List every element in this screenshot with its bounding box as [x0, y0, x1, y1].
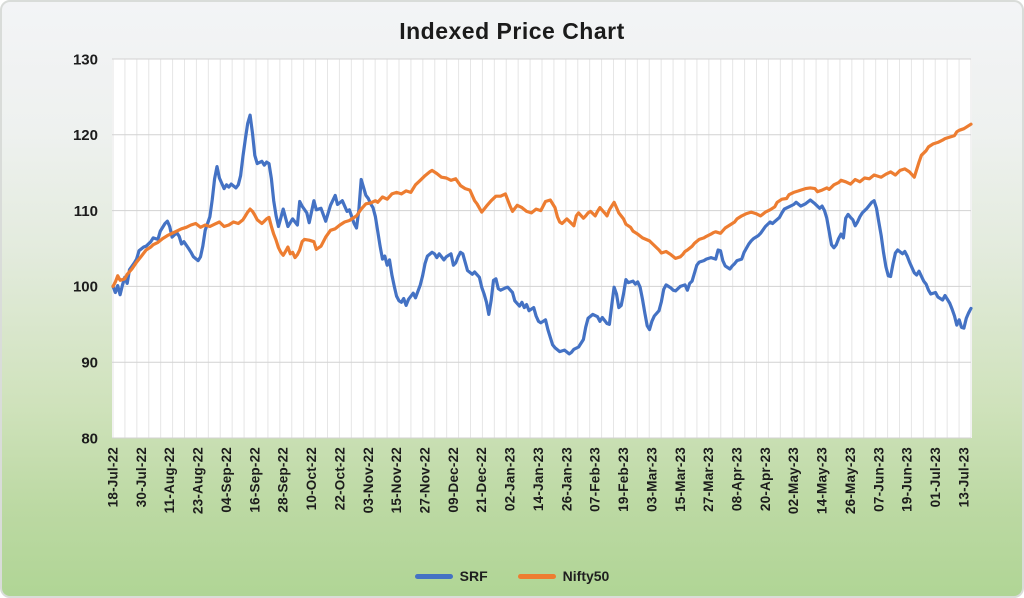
x-tick-label: 09-Dec-22 — [446, 447, 461, 513]
x-tick-label: 19-Feb-23 — [616, 447, 631, 512]
x-tick-label: 03-Nov-22 — [361, 447, 376, 513]
x-tick-label: 15-Mar-23 — [673, 447, 688, 512]
x-tick-label: 07-Jun-23 — [871, 447, 886, 512]
nifty50-series-line — [111, 122, 973, 288]
y-tick-label: 130 — [73, 51, 98, 68]
x-tick-label: 03-Mar-23 — [644, 447, 659, 512]
legend-label-srf: SRF — [459, 568, 488, 584]
x-tick-label: 02-Jan-23 — [503, 447, 518, 511]
x-tick-label: 07-Feb-23 — [588, 447, 603, 512]
y-tick-label: 120 — [73, 127, 98, 144]
x-tick-label: 14-May-23 — [815, 447, 830, 514]
x-tick-label: 10-Oct-22 — [304, 447, 319, 510]
x-tick-label: 20-Apr-23 — [758, 447, 773, 511]
legend-item-srf: SRF — [414, 568, 488, 584]
nifty50-line-swatch-icon — [517, 573, 556, 579]
x-tick-label: 28-Sep-22 — [276, 447, 291, 513]
x-tick-label: 27-Nov-22 — [418, 447, 433, 513]
y-tick-label: 100 — [73, 279, 98, 296]
x-tick-label: 18-Jul-22 — [106, 447, 121, 507]
x-tick-label: 08-Apr-23 — [730, 447, 745, 511]
x-tick-label: 30-Jul-22 — [134, 447, 149, 507]
x-tick-label: 23-Aug-22 — [191, 447, 206, 514]
chart-legend: SRF Nifty50 — [2, 568, 1022, 584]
x-tick-label: 26-May-23 — [843, 447, 858, 514]
x-tick-label: 26-Jan-23 — [559, 447, 574, 511]
y-tick-label: 80 — [81, 430, 98, 447]
y-tick-label: 90 — [81, 354, 98, 371]
x-tick-label: 04-Sep-22 — [219, 447, 234, 513]
x-tick-label: 27-Mar-23 — [701, 447, 716, 512]
srf-series-line — [111, 113, 973, 356]
legend-item-nifty50: Nifty50 — [517, 568, 610, 584]
x-tick-label: 13-Jul-23 — [956, 447, 971, 508]
x-tick-label: 15-Nov-22 — [389, 447, 404, 513]
x-tick-label: 21-Dec-22 — [474, 447, 489, 513]
x-tick-label: 14-Jan-23 — [531, 447, 546, 511]
legend-label-nifty50: Nifty50 — [562, 568, 610, 584]
srf-line-swatch-icon — [414, 573, 453, 579]
x-tick-label: 19-Jun-23 — [900, 447, 915, 512]
y-tick-label: 110 — [74, 203, 98, 220]
x-tick-label: 11-Aug-22 — [162, 447, 177, 513]
x-tick-label: 22-Oct-22 — [332, 447, 347, 510]
x-tick-label: 01-Jul-23 — [928, 447, 943, 508]
x-tick-label: 02-May-23 — [786, 447, 801, 514]
chart-title: Indexed Price Chart — [399, 18, 625, 44]
x-tick-label: 16-Sep-22 — [247, 447, 262, 513]
